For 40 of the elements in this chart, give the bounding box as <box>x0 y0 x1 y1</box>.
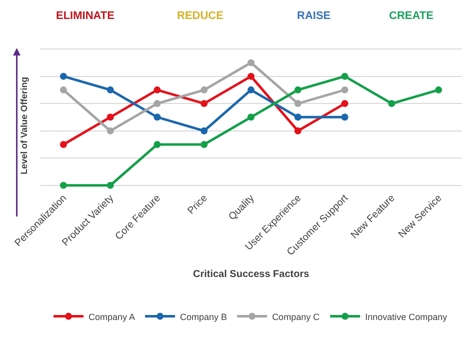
point <box>154 140 161 148</box>
point <box>248 59 254 66</box>
legend-label: Innovative Company <box>365 312 448 322</box>
text: RAISE <box>297 10 331 22</box>
legend-label: Company A <box>88 312 136 322</box>
point <box>106 182 114 189</box>
point <box>294 100 302 108</box>
point <box>200 100 208 108</box>
point <box>60 182 67 189</box>
point <box>248 72 254 80</box>
point <box>60 72 67 80</box>
legend-label: Company C <box>272 312 320 322</box>
point <box>200 127 208 134</box>
point <box>200 86 208 94</box>
point <box>341 86 348 94</box>
point <box>154 114 161 121</box>
point <box>341 100 348 108</box>
y-axis-title: Level of Value Offering <box>19 76 30 174</box>
point <box>294 127 302 134</box>
text: ELIMINATE <box>56 10 114 22</box>
point <box>200 140 208 148</box>
text: REDUCE <box>177 10 224 22</box>
point <box>106 127 114 134</box>
point <box>341 114 348 121</box>
point <box>248 86 254 94</box>
point <box>60 86 67 94</box>
point <box>60 140 67 148</box>
x-axis-title: Critical Success Factors <box>193 269 310 280</box>
text: CREATE <box>389 10 434 22</box>
point <box>106 114 114 121</box>
point <box>294 86 302 94</box>
point <box>294 114 302 121</box>
point <box>154 86 161 94</box>
point <box>154 100 161 108</box>
point <box>341 72 348 80</box>
point <box>435 86 442 94</box>
point <box>248 114 254 121</box>
legend-label: Company B <box>180 312 228 322</box>
point <box>106 86 114 94</box>
point <box>388 100 396 108</box>
